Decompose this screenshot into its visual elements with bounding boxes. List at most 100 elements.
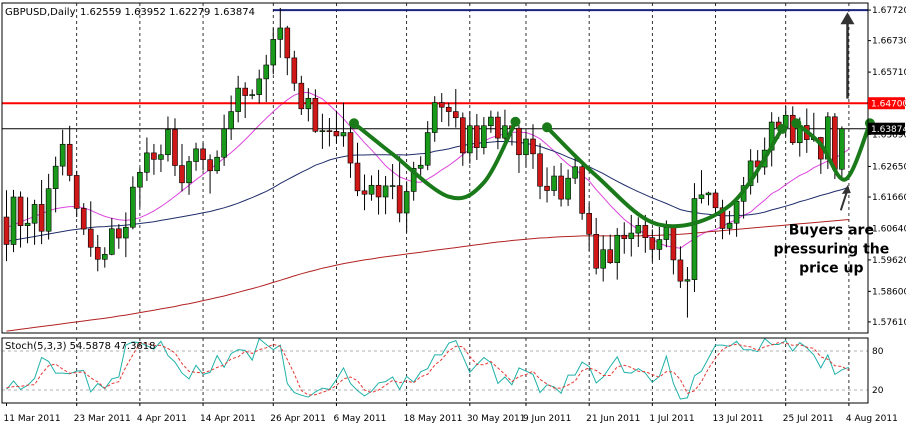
candle-body	[600, 249, 607, 269]
candle	[87, 201, 94, 257]
candle	[565, 169, 571, 206]
candle-body	[488, 116, 494, 127]
candle	[10, 189, 17, 253]
price-label-text: 1.64700	[871, 100, 906, 110]
candle-body	[221, 128, 227, 158]
candle-body	[733, 201, 740, 224]
candle	[158, 144, 164, 173]
candle	[340, 102, 347, 147]
candle	[726, 210, 733, 235]
candle-body	[158, 154, 164, 160]
arrow-shaft	[839, 191, 848, 211]
candle-body	[165, 129, 171, 156]
candle	[839, 126, 845, 178]
candle	[572, 157, 578, 185]
candle	[621, 222, 628, 254]
candle	[544, 167, 550, 203]
price-tick-label: 1.67720	[872, 6, 906, 16]
candle-body	[291, 57, 298, 84]
candle	[52, 156, 59, 213]
candle	[116, 224, 122, 249]
candle	[467, 111, 473, 164]
candle	[389, 163, 396, 200]
price-label-text: 1.63874	[871, 125, 906, 135]
candle	[474, 114, 480, 160]
ma-slow-line	[6, 219, 849, 332]
candle	[270, 28, 277, 75]
candle	[172, 118, 178, 177]
candle-body	[670, 227, 677, 261]
candle	[179, 143, 185, 192]
candle	[579, 164, 585, 220]
candle	[586, 203, 592, 251]
candle	[186, 155, 192, 195]
date-tick-label: 9 Jun 2011	[523, 414, 571, 424]
candle-body	[382, 185, 389, 198]
candle	[551, 165, 557, 197]
price-tick-label: 1.61660	[872, 193, 906, 203]
candle	[438, 93, 445, 123]
ma-fast-line	[6, 91, 850, 249]
candle-body	[10, 196, 17, 245]
candle-body	[445, 106, 452, 112]
candle	[242, 82, 248, 119]
candle	[516, 125, 522, 173]
candle-body	[656, 239, 663, 250]
annotation-line: Buyers are	[789, 222, 874, 238]
stochastic-panel-frame	[1, 337, 869, 404]
candle-body	[502, 125, 508, 139]
candle-body	[144, 152, 150, 173]
candle-body	[586, 213, 592, 235]
candle	[3, 190, 10, 262]
candle	[291, 50, 298, 91]
candle	[66, 125, 73, 182]
candle-body	[101, 254, 108, 260]
candle-body	[207, 159, 213, 172]
candle	[361, 174, 368, 211]
candle	[530, 124, 536, 169]
candle	[312, 89, 319, 133]
candle	[235, 75, 241, 123]
price-label-box	[868, 122, 905, 135]
stoch-d-line	[6, 342, 850, 396]
candle	[537, 143, 543, 200]
price-tick-label: 1.62650	[872, 162, 906, 172]
arrow-head	[841, 184, 851, 194]
candle-body	[214, 156, 220, 172]
candle-body	[389, 185, 396, 187]
candle	[207, 154, 213, 194]
candle-body	[614, 234, 621, 263]
candle-body	[312, 97, 319, 132]
date-tick-label: 4 Apr 2011	[137, 414, 187, 424]
candle	[123, 212, 129, 258]
up-arrow	[840, 12, 855, 99]
candle	[698, 170, 705, 204]
candle-body	[361, 190, 368, 195]
price-label-box	[868, 97, 905, 110]
candle-body	[277, 27, 284, 40]
candle-body	[242, 87, 248, 96]
cup-1	[352, 119, 518, 201]
candle-body	[642, 225, 649, 239]
candle-body	[621, 234, 628, 239]
candle	[558, 163, 564, 207]
candle-body	[839, 128, 845, 170]
candle	[677, 246, 684, 288]
candle	[277, 7, 284, 58]
date-tick-label: 6 May 2011	[333, 414, 386, 424]
date-tick-label: 14 Apr 2011	[200, 414, 256, 424]
date-tick-label: 18 May 2011	[404, 414, 463, 424]
candle-body	[712, 192, 719, 209]
candle-body	[186, 161, 192, 184]
candle	[523, 131, 529, 168]
candle	[656, 226, 663, 260]
candle-body	[130, 186, 136, 228]
resistance-price-label: 1.64700	[868, 97, 906, 110]
candle	[417, 156, 424, 176]
candle	[38, 180, 45, 245]
candle-body	[558, 175, 564, 200]
candle-body	[263, 64, 270, 80]
chart-header-ohlc: 1.62559 1.63952 1.62279 1.63874	[80, 7, 255, 18]
candle-body	[467, 125, 473, 154]
cup-2	[545, 125, 785, 229]
